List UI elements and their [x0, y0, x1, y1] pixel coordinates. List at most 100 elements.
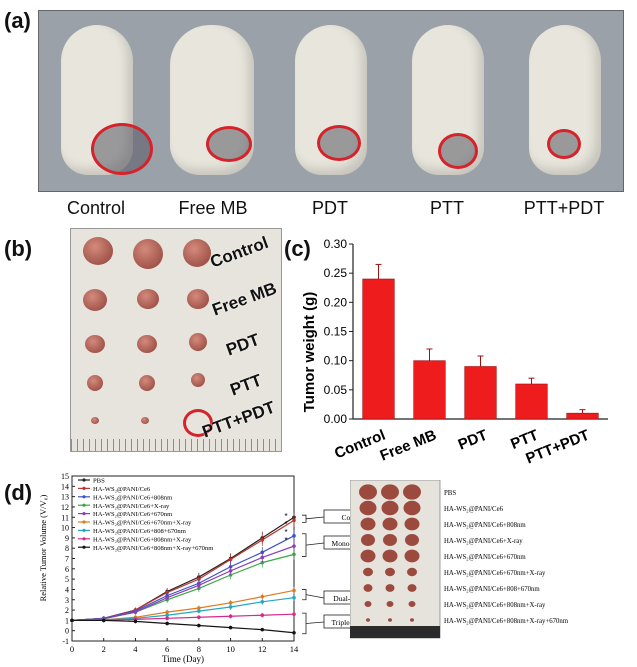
photo-d-group-label: HA-WS₂@PANI/Ce6+808nm [444, 522, 526, 529]
chart-d-series-line [71, 597, 295, 621]
chart-d-x-tick-label: 6 [165, 644, 169, 654]
chart-d-legend-label: HA-WS₂@PANI/Ce6 [93, 486, 151, 493]
chart-c-y-axis-label: Tumor weight (g) [301, 292, 318, 413]
chart-d-legend-marker [82, 512, 86, 516]
chart-d-y-tick-label: 6 [65, 565, 69, 574]
photo-d-group-label: HA-WS₂@PANI/Ce6+670nm+X-ray [444, 570, 546, 577]
photo-d-tumor [408, 601, 416, 607]
chart-c-category-label: PDT [456, 427, 490, 454]
chart-d-legend-label: HA-WS₂@PANI/Ce6+X-ray [93, 503, 170, 510]
chart-d-y-tick-label: 14 [61, 482, 69, 491]
chart-d-legend-label: HA-WS₂@PANI/Ce6+808+670nm [93, 528, 187, 535]
chart-c-category-label: Free MB [378, 427, 439, 465]
chart-d-y-axis-label: Relative Tumor Volume (V/V₀) [38, 494, 48, 601]
chart-d-bracket-lead [305, 516, 325, 520]
chart-d-legend-label: HA-WS₂@PANI/Ce6+808nm [93, 494, 173, 501]
photo-d-group-label: HA-WS₂@PANI/Ce6+808+670nm [444, 586, 540, 593]
chart-d-bracket [302, 589, 307, 601]
chart-d-legend-marker [82, 520, 86, 524]
chart-d-y-tick-label: 7 [65, 555, 69, 564]
chart-d-y-tick-label: -1 [62, 637, 69, 646]
photo-d-group-label: HA-WS₂@PANI/Ce6+670nm [444, 554, 526, 561]
mouse-photo-strip [38, 10, 624, 192]
chart-d-y-tick-label: 1 [65, 616, 69, 625]
photo-d-tumor [383, 534, 397, 546]
chart-d-y-tick-label: 13 [61, 493, 69, 502]
chart-c-y-tick-label: 0.15 [324, 325, 348, 339]
chart-d-bracket [302, 533, 307, 557]
chart-d-y-tick-label: 5 [65, 575, 69, 584]
panel-b-label: (b) [4, 236, 33, 261]
chart-d-legend-marker [82, 486, 86, 490]
tumor-row-label-control: Control [207, 232, 271, 272]
chart-d-point [70, 618, 74, 623]
mouse-photo-control [39, 11, 155, 191]
photo-d-tumor [386, 601, 394, 607]
chart-d-legend-marker [82, 478, 86, 482]
chart-d-x-tick-label: 12 [258, 644, 267, 654]
photo-d-tumor [363, 584, 373, 592]
chart-d-y-tick-label: 3 [65, 596, 69, 605]
photo-d-group-label: HA-WS₂@PANI/Ce6 [444, 506, 504, 513]
chart-d-legend-marker [82, 545, 86, 549]
group-tumor-photo: PBS HA-WS₂@PANI/Ce6 HA-WS₂@PANI/Ce6+808nm H… [350, 480, 569, 639]
photo-d-tumor [363, 567, 373, 577]
photo-d-tumor [407, 567, 417, 577]
chart-d-legend-label: HA-WS₂@PANI/Ce6+808nm+X-ray [93, 536, 192, 543]
chart-c-bar [566, 412, 599, 420]
photo-d-tumor [404, 517, 420, 531]
panel-a-label: (a) [4, 8, 31, 33]
chart-d-bracket-lead [305, 621, 325, 624]
photo-d-tumor [360, 517, 376, 531]
chart-d-legend-label: HA-WS₂@PANI/Ce6+808nm+X-ray+670nm [93, 545, 214, 552]
chart-d-series-line [71, 545, 295, 621]
photo-d-tumor [359, 484, 377, 500]
chart-d-legend-label: HA-WS₂@PANI/Ce6+670nm+X-ray [93, 520, 192, 527]
chart-d-y-tick-label: 10 [61, 524, 69, 533]
group-label-free-mb: Free MB [178, 198, 248, 218]
photo-d-tumor [359, 500, 377, 516]
chart-d-significance-marker: * [284, 536, 287, 545]
photo-d-tumor [388, 618, 392, 622]
chart-c-category-label: Control [332, 427, 388, 463]
chart-d-y-tick-label: 8 [65, 544, 69, 553]
chart-d-y-tick-label: 15 [61, 472, 69, 481]
photo-d-tumor [385, 567, 395, 577]
excised-tumor-photo: Control Free MB PDT PTT PTT+PDT [70, 228, 282, 452]
photo-d-tumor [385, 584, 395, 592]
mouse-photo-pdt [273, 11, 389, 191]
group-label-control: Control [66, 198, 126, 218]
chart-d-series-line [71, 519, 295, 621]
photo-d-tumor [360, 549, 376, 563]
tumor-weight-bar-chart: Tumor weight (g) 0.00 0.05 0.10 0.15 0.20 0.2… [301, 237, 608, 467]
chart-d-significance-marker: * [284, 520, 287, 529]
chart-d-legend-marker [82, 495, 86, 499]
chart-d-series-line [72, 619, 295, 634]
chart-d-legend-label: PBS [93, 478, 105, 485]
photo-d-tumor [410, 618, 414, 622]
photo-d-tumor [404, 549, 420, 563]
chart-d-y-tick-label: 12 [61, 503, 69, 512]
mouse-photo-free-mb [156, 11, 272, 191]
group-label-ptt: PTT [430, 198, 464, 218]
chart-d-significance-marker: * [284, 528, 287, 537]
photo-d-tumor [364, 601, 372, 607]
chart-d-bracket-lead [305, 542, 325, 546]
photo-d-tumor [407, 584, 417, 592]
panel-d-label: (d) [4, 480, 33, 505]
chart-c-bar [464, 366, 497, 420]
photo-d-group-label: HA-WS₂@PANI/Ce6+808nm+X-ray [444, 602, 546, 609]
photo-d-tumor [381, 484, 399, 500]
chart-c-y-tick-label: 0.00 [324, 412, 348, 426]
tumor-row-label-free-mb: Free MB [209, 278, 280, 320]
photo-d-tumor [382, 517, 398, 531]
panel-c-label: (c) [284, 236, 311, 261]
chart-d-bracket-lead [305, 594, 325, 599]
photo-d-group-label: HA-WS₂@PANI/Ce6+X-ray [444, 538, 523, 545]
chart-c-y-tick-label: 0.05 [324, 383, 348, 397]
tumor-row-label-pdt: PDT [223, 329, 263, 360]
chart-d-x-axis-label: Time (Day) [162, 654, 204, 664]
photo-d-tumor [403, 484, 421, 500]
chart-c-bar [413, 360, 446, 420]
photo-d-tumor [382, 549, 398, 563]
